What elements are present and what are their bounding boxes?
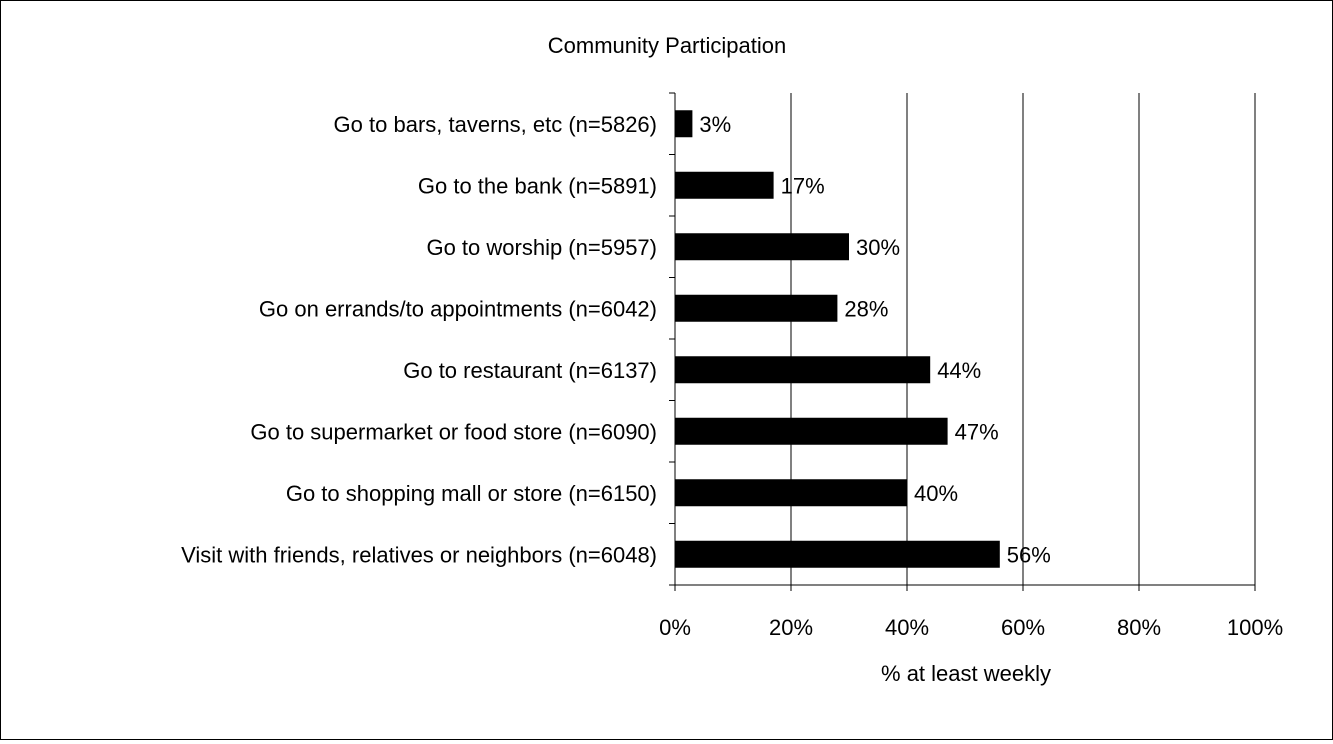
data-label: 17% <box>781 173 825 198</box>
x-tick-label: 100% <box>1227 615 1283 640</box>
data-label: 44% <box>937 358 981 383</box>
data-label: 56% <box>1007 542 1051 567</box>
category-label: Go on errands/to appointments (n=6042) <box>259 296 657 321</box>
x-tick-label: 40% <box>885 615 929 640</box>
data-label: 3% <box>699 112 731 137</box>
x-tick-label: 0% <box>659 615 691 640</box>
axes <box>669 92 1256 591</box>
x-tick-label: 20% <box>769 615 813 640</box>
chart-title: Community Participation <box>548 33 786 58</box>
bar <box>675 294 838 322</box>
x-tick-label: 60% <box>1001 615 1045 640</box>
bars <box>675 110 1000 568</box>
category-label: Go to shopping mall or store (n=6150) <box>286 481 657 506</box>
x-axis-title: % at least weekly <box>881 661 1051 686</box>
bar <box>675 110 693 138</box>
category-label: Go to worship (n=5957) <box>426 235 657 260</box>
data-label: 28% <box>844 296 888 321</box>
labels: 0% 20% 40% 60% 80% 100% Go to bars, taverns, e… <box>181 112 1283 640</box>
data-label: 40% <box>914 481 958 506</box>
category-label: Go to supermarket or food store (n=6090) <box>250 419 657 444</box>
category-label: Go to bars, taverns, etc (n=5826) <box>334 112 657 137</box>
bar <box>675 417 948 445</box>
category-label: Visit with friends, relatives or neighbo… <box>181 542 657 567</box>
data-label: 47% <box>955 419 999 444</box>
bar <box>675 540 1000 568</box>
bar <box>675 171 774 199</box>
bar <box>675 356 931 384</box>
bar <box>675 233 849 261</box>
data-label: 30% <box>856 235 900 260</box>
category-label: Go to the bank (n=5891) <box>418 173 657 198</box>
bar <box>675 479 907 507</box>
grid-lines <box>790 93 1256 585</box>
category-label: Go to restaurant (n=6137) <box>403 358 657 383</box>
x-tick-label: 80% <box>1117 615 1161 640</box>
